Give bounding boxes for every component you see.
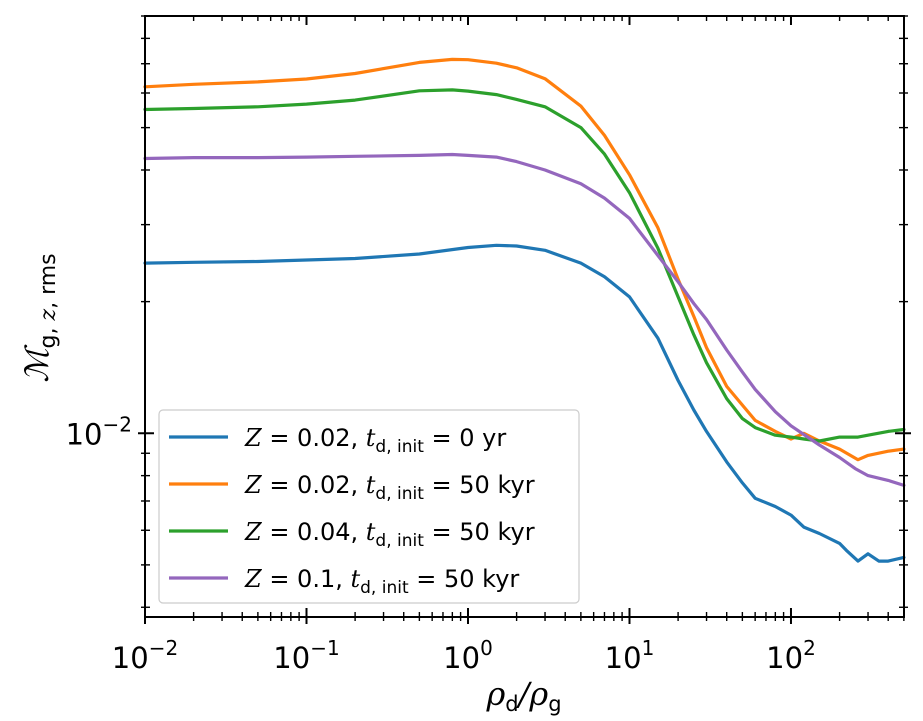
plot-frame xyxy=(144,15,905,618)
x-tick-label: 10−1 xyxy=(273,636,339,675)
x-tick-label: 100 xyxy=(443,636,493,675)
legend-label-3: Z = 0.04, td, init = 50 kyr xyxy=(244,518,535,551)
x-tick-label: 101 xyxy=(605,636,655,675)
tick-labels: 10−2 10−1 100 101 102 10−2 xyxy=(66,412,816,675)
y-tick-label: 10−2 xyxy=(66,412,132,451)
series-line-3 xyxy=(143,88,906,443)
legend-label-4: Z = 0.1, td, init = 50 kyr xyxy=(244,565,519,598)
legend-label-1: Z = 0.02, td, init = 0 yr xyxy=(244,424,506,457)
x-tick-label: 102 xyxy=(766,636,816,675)
legend: Z = 0.02, td, init = 0 yr Z = 0.02, td, i… xyxy=(158,409,580,604)
plot-lines xyxy=(143,57,906,563)
x-axis-label: ρd/ρg xyxy=(485,675,561,716)
x-tick-label: 10−2 xyxy=(112,636,178,675)
series-line-4 xyxy=(143,152,906,487)
legend-box xyxy=(158,409,580,604)
y-axis-label: ℳg, z, rms xyxy=(18,253,61,382)
legend-label-2: Z = 0.02, td, init = 50 kyr xyxy=(244,471,535,504)
series-line-2 xyxy=(143,57,906,462)
series-line-1 xyxy=(143,243,906,563)
